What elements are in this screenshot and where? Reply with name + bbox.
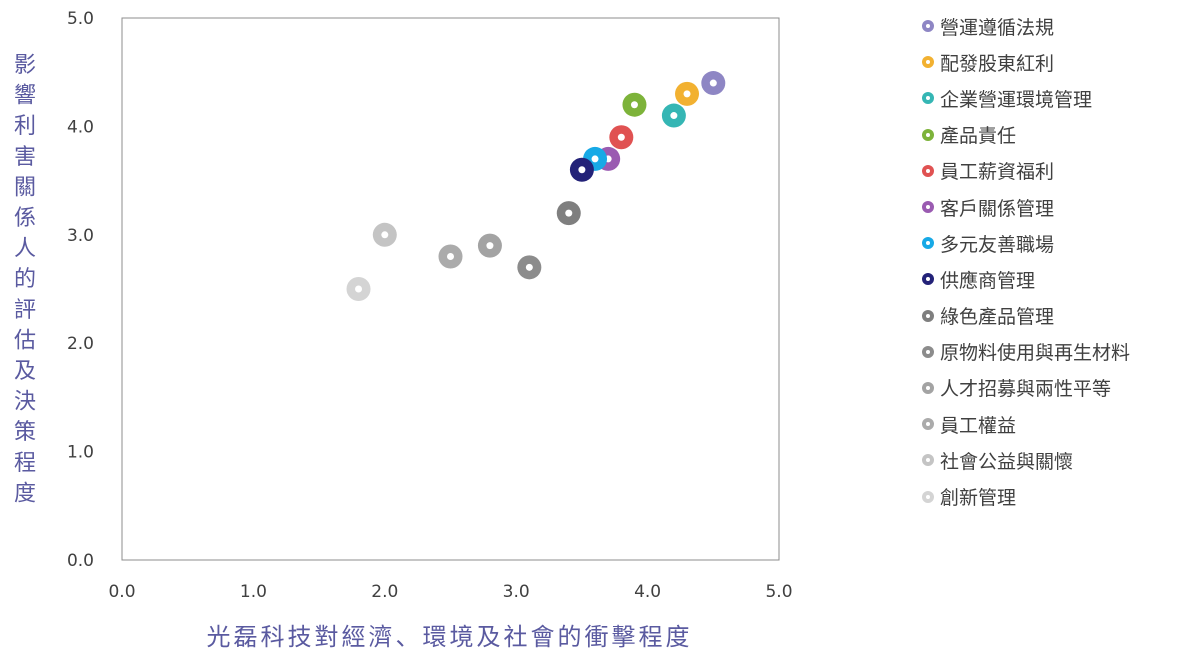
y-axis-ticks: 0.0 1.0 2.0 3.0 4.0 5.0 bbox=[67, 9, 94, 571]
legend-marker-icon bbox=[922, 164, 934, 177]
y-axis-label-char: 評 bbox=[14, 298, 36, 323]
data-point-center bbox=[591, 155, 599, 163]
legend-marker-icon bbox=[922, 454, 934, 467]
legend-item: 客戶關係管理 bbox=[922, 189, 1190, 225]
y-axis-label-char: 人 bbox=[14, 237, 36, 262]
legend-label: 產品責任 bbox=[940, 125, 1017, 148]
legend-marker-icon bbox=[922, 273, 934, 286]
legend-item: 多元友善職場 bbox=[922, 225, 1190, 261]
legend-label: 供應商管理 bbox=[940, 269, 1036, 292]
x-tick-label: 5.0 bbox=[765, 582, 792, 602]
x-tick-label: 4.0 bbox=[634, 582, 661, 602]
legend-item: 產品責任 bbox=[922, 117, 1190, 153]
y-tick-label: 3.0 bbox=[67, 226, 94, 246]
data-point-center bbox=[486, 242, 494, 250]
x-tick-label: 3.0 bbox=[503, 582, 530, 602]
legend-item: 配發股東紅利 bbox=[922, 44, 1190, 80]
legend-label: 營運遵循法規 bbox=[940, 16, 1055, 39]
data-point-center bbox=[565, 209, 573, 217]
data-point-center bbox=[617, 133, 625, 141]
x-tick-label: 1.0 bbox=[240, 582, 267, 602]
legend-marker-icon bbox=[922, 381, 934, 394]
legend-marker-icon bbox=[922, 309, 934, 322]
legend: 營運遵循法規 配發股東紅利企業營運環境管理 產品責任員工薪資福利 客戶關係管理 多元友善… bbox=[922, 8, 1190, 515]
y-axis-label-char: 利 bbox=[14, 114, 36, 139]
legend-marker-icon bbox=[922, 20, 934, 33]
y-axis-label-char: 的 bbox=[14, 267, 36, 292]
y-axis-label-char: 度 bbox=[14, 481, 36, 506]
y-axis-label-char: 及 bbox=[14, 359, 36, 384]
legend-item: 原物料使用與再生材料 bbox=[922, 334, 1190, 370]
legend-item: 供應商管理 bbox=[922, 261, 1190, 297]
legend-label: 員工薪資福利 bbox=[940, 161, 1055, 184]
y-axis-label-char: 係 bbox=[14, 206, 36, 231]
x-tick-label: 2.0 bbox=[371, 582, 398, 602]
scatter-chart: 0.0 1.0 2.0 3.0 4.0 5.0 0.0 1.0 2.0 3.0 4.0 5.0 光磊… bbox=[14, 9, 793, 651]
legend-item: 員工權益 bbox=[922, 406, 1190, 442]
legend-label: 員工權益 bbox=[940, 414, 1017, 437]
data-point-center bbox=[447, 252, 454, 260]
legend-item: 創新管理 bbox=[922, 478, 1190, 514]
legend-marker-icon bbox=[922, 237, 934, 250]
legend-marker-icon bbox=[922, 418, 934, 431]
y-axis-label-char: 影 bbox=[14, 53, 36, 78]
legend-label: 創新管理 bbox=[940, 487, 1017, 510]
data-point-center bbox=[709, 79, 717, 87]
legend-marker-icon bbox=[922, 490, 934, 503]
data-point-center bbox=[381, 231, 389, 239]
legend-item: 人才招募與兩性平等 bbox=[922, 370, 1190, 406]
legend-item: 營運遵循法規 bbox=[922, 8, 1190, 44]
legend-marker-icon bbox=[922, 128, 934, 141]
legend-item: 社會公益與關懷 bbox=[922, 442, 1190, 478]
legend-label: 配發股東紅利 bbox=[940, 52, 1055, 75]
legend-item: 綠色產品管理 bbox=[922, 298, 1190, 334]
y-tick-label: 5.0 bbox=[67, 9, 94, 29]
y-tick-label: 0.0 bbox=[67, 551, 94, 571]
y-tick-label: 2.0 bbox=[67, 334, 94, 354]
legend-marker-icon bbox=[922, 345, 934, 358]
legend-label: 人才招募與兩性平等 bbox=[940, 378, 1112, 401]
legend-label: 多元友善職場 bbox=[940, 233, 1055, 256]
legend-item: 員工薪資福利 bbox=[922, 153, 1190, 189]
data-points bbox=[346, 71, 726, 301]
y-axis-label-char: 估 bbox=[14, 328, 36, 353]
data-point-center bbox=[578, 166, 586, 174]
legend-marker-icon bbox=[922, 92, 934, 105]
legend-label: 企業營運環境管理 bbox=[940, 88, 1093, 111]
x-tick-label: 0.0 bbox=[108, 582, 135, 602]
data-point-center bbox=[525, 263, 533, 271]
data-point-center bbox=[630, 101, 638, 109]
y-axis-label-char: 程 bbox=[14, 451, 36, 476]
y-axis-label-char: 害 bbox=[14, 145, 36, 170]
legend-item: 企業營運環境管理 bbox=[922, 80, 1190, 116]
data-point-center bbox=[683, 90, 691, 98]
y-axis-label-char: 決 bbox=[14, 390, 36, 415]
y-axis-label-char: 策 bbox=[14, 420, 36, 445]
x-axis-ticks: 0.0 1.0 2.0 3.0 4.0 5.0 bbox=[108, 582, 792, 602]
y-axis-label-char: 響 bbox=[14, 84, 36, 109]
legend-marker-icon bbox=[922, 201, 934, 214]
y-tick-label: 4.0 bbox=[67, 117, 94, 137]
legend-label: 綠色產品管理 bbox=[940, 306, 1055, 329]
y-tick-label: 1.0 bbox=[67, 443, 94, 463]
legend-label: 原物料使用與再生材料 bbox=[940, 342, 1131, 365]
plot-area bbox=[121, 17, 780, 561]
legend-marker-icon bbox=[922, 56, 934, 69]
legend-label: 客戶關係管理 bbox=[940, 197, 1055, 220]
x-axis-label: 光磊科技對經濟、環境及社會的衝擊程度 bbox=[207, 623, 693, 651]
y-axis-label-char: 關 bbox=[14, 175, 36, 200]
data-point-center bbox=[355, 285, 363, 293]
legend-label: 社會公益與關懷 bbox=[940, 450, 1074, 473]
data-point-center bbox=[670, 112, 678, 120]
